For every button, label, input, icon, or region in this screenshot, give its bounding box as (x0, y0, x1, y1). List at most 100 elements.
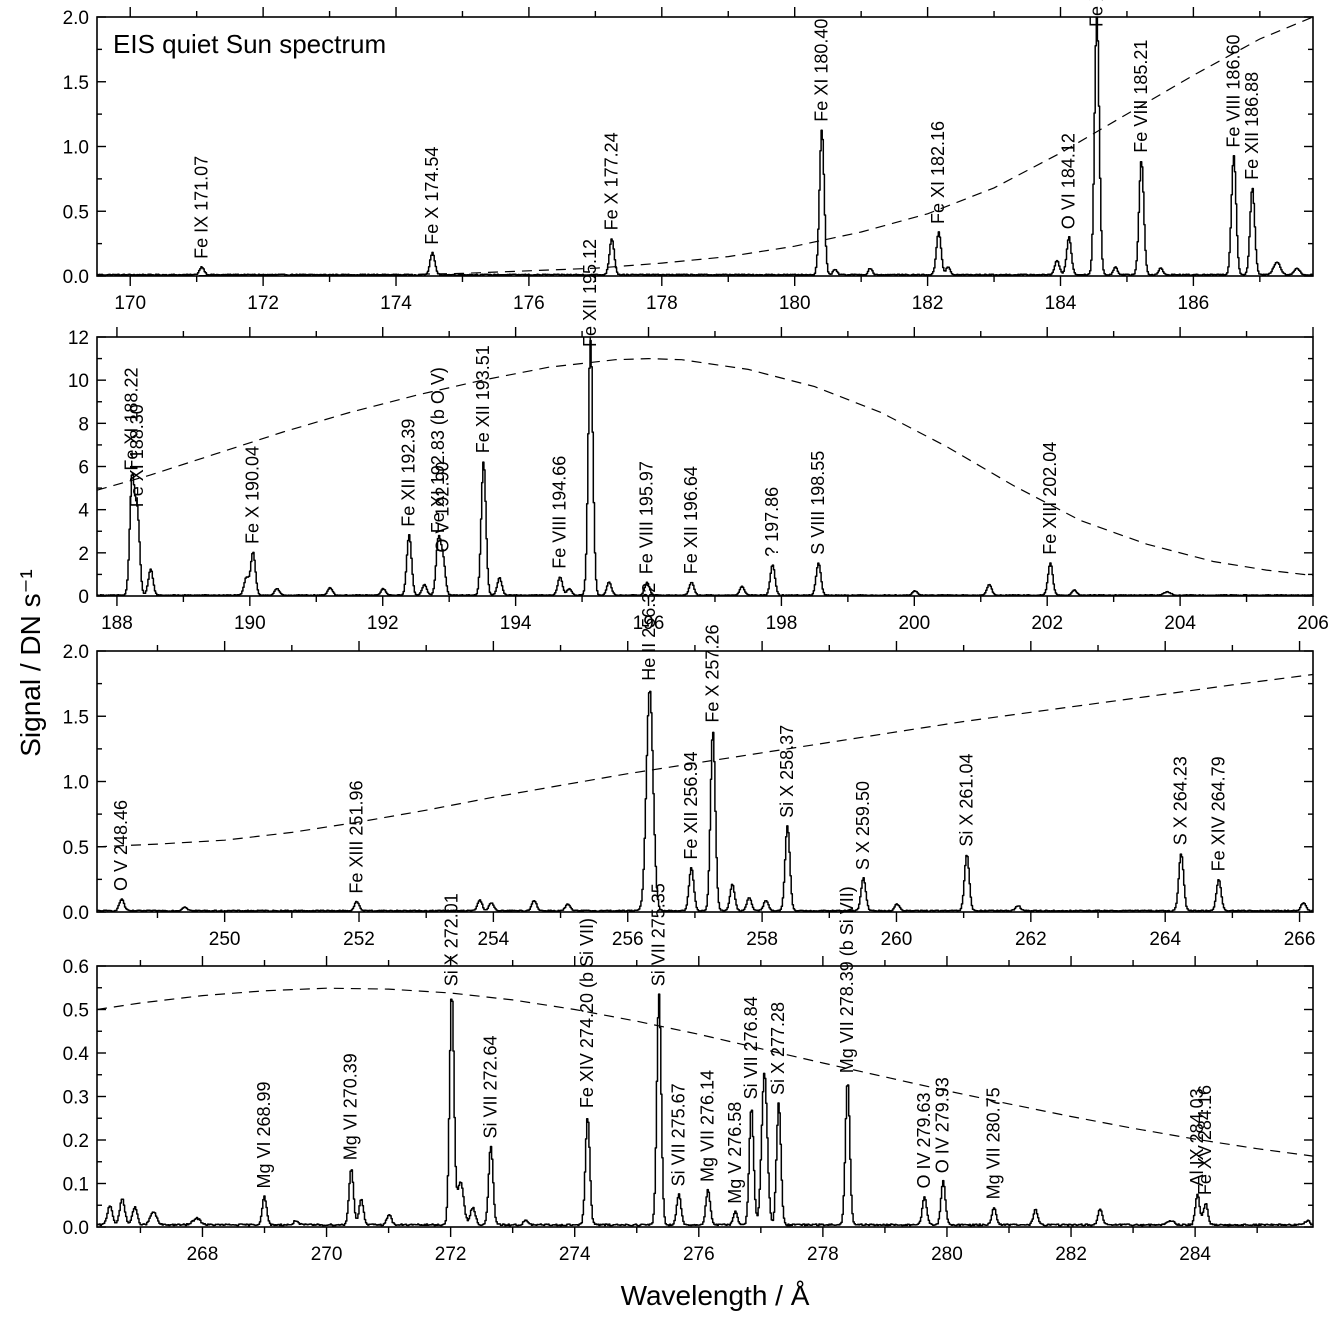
line-label: Si X 272.01 (441, 893, 461, 986)
line-label: Fe XV 284.16 (1195, 1085, 1215, 1195)
line-label: Fe XII 256.94 (681, 752, 701, 860)
line-label: S VIII 198.55 (808, 451, 828, 555)
x-tick-label: 196 (633, 613, 665, 634)
line-label: Fe XII 186.88 (1242, 72, 1262, 180)
y-tick-label: 0.5 (63, 838, 89, 859)
line-label: Mg V 276.58 (725, 1102, 745, 1204)
y-tick-label: 0.0 (63, 903, 89, 924)
line-label: O V 248.46 (111, 800, 131, 891)
x-tick-label: 180 (779, 293, 811, 314)
x-tick-label: 200 (898, 613, 930, 634)
line-label: Fe VIII 195.97 (637, 461, 657, 574)
panel-title: EIS quiet Sun spectrum (113, 29, 386, 59)
x-tick-label: 186 (1178, 293, 1210, 314)
sensitivity-curve (97, 17, 1313, 276)
line-label: Fe XIII 202.04 (1040, 442, 1060, 555)
x-tick-label: 190 (234, 613, 266, 634)
y-tick-label: 0.5 (63, 1001, 89, 1022)
line-label: Mg VII 276.14 (698, 1070, 718, 1182)
line-label: Mg VII 280.75 (984, 1087, 1004, 1199)
line-label: Fe XII 195.12 (580, 239, 600, 347)
line-label: O IV 279.93 (933, 1077, 953, 1173)
x-tick-label: 260 (881, 929, 913, 950)
panel-1: 0.0 0.5 1.0 1.5 2.0 170 172 174 176 178 180 182 184 1… (63, 0, 1314, 314)
x-tick-label: 178 (646, 293, 678, 314)
x-tick-label: 188 (101, 613, 133, 634)
y-tick-label: 0.6 (63, 957, 89, 978)
x-tick-label: 198 (766, 613, 798, 634)
x-tick-label: 280 (931, 1244, 963, 1265)
y-tick-label: 0.0 (63, 267, 89, 288)
line-label: Fe X 257.26 (702, 625, 722, 723)
panel-4: 0.0 0.1 0.2 0.3 0.4 0.5 0.6 268 270 272 274 276 278 2… (63, 883, 1314, 1265)
line-label: Si VII 275.67 (668, 1083, 688, 1186)
y-tick-label: 10 (68, 371, 89, 392)
spectrum-line (97, 993, 1313, 1227)
x-tick-label: 184 (1045, 293, 1077, 314)
x-tick-label: 274 (559, 1244, 591, 1265)
line-label: Fe VIII 186.60 (1223, 35, 1243, 148)
line-label: ? 197.86 (762, 487, 782, 557)
y-tick-label: 2.0 (63, 642, 89, 663)
spectrum-line (97, 339, 1313, 596)
panel-3: 0.0 0.5 1.0 1.5 2.0 250 252 254 256 258 260 262 264 2… (63, 583, 1316, 950)
line-label: Fe XIII 251.96 (346, 781, 366, 894)
line-label: Al IX 284.03 (1187, 1088, 1207, 1186)
line-label: Si X 261.04 (956, 754, 976, 847)
line-label: Si X 277.28 (768, 1002, 788, 1095)
x-axis-title: Wavelength / Å (621, 1280, 810, 1311)
x-tick-label: 202 (1031, 613, 1063, 634)
x-tick-label: 284 (1179, 1244, 1211, 1265)
y-axis-title: Signal / DN s⁻¹ (15, 569, 46, 757)
x-tick-label: 258 (746, 929, 778, 950)
spectrum-line (97, 690, 1313, 912)
x-tick-label: 174 (380, 293, 412, 314)
y-tick-label: 12 (68, 328, 89, 349)
line-label: Fe XIV 264.79 (1208, 756, 1228, 871)
line-label: Fe XII 196.64 (681, 466, 701, 574)
x-tick-label: 182 (912, 293, 944, 314)
x-tick-label: 278 (807, 1244, 839, 1265)
line-label: Fe XI 192.83 (b O V) (428, 367, 448, 533)
spectrum-panels: 0.0 0.5 1.0 1.5 2.0 170 172 174 176 178 180 182 184 1… (63, 0, 1329, 1265)
line-label: Fe XI 188.30 (127, 404, 147, 507)
y-tick-label: 0.3 (63, 1088, 89, 1109)
line-label: Fe XII 192.39 (399, 419, 419, 527)
x-tick-label: 172 (247, 293, 279, 314)
line-label: Mg VII 278.39 (b Si VII) (837, 886, 857, 1073)
line-label: Si VII 275.35 (649, 883, 669, 986)
x-tick-label: 266 (1284, 929, 1316, 950)
line-label: O V 192.90 (433, 462, 453, 553)
x-tick-label: 282 (1055, 1244, 1087, 1265)
x-tick-label: 204 (1164, 613, 1196, 634)
x-tick-label: 272 (435, 1244, 467, 1265)
x-tick-label: 270 (311, 1244, 343, 1265)
line-label: He II 256.32 (639, 583, 659, 681)
y-tick-label: 1.0 (63, 138, 89, 159)
y-tick-label: 6 (78, 458, 89, 479)
y-tick-label: 2 (78, 544, 89, 565)
y-tick-label: 4 (78, 501, 89, 522)
panel-2: 0 2 4 6 8 10 12 188 190 192 194 196 198 200 202 204 206 F… (68, 239, 1329, 634)
line-label: Si VII 276.84 (741, 996, 761, 1099)
line-label: S X 264.23 (1171, 756, 1191, 845)
x-tick-label: 254 (478, 929, 510, 950)
y-tick-label: 0.4 (63, 1044, 90, 1065)
line-label: Fe X 177.24 (601, 132, 621, 230)
x-tick-label: 250 (209, 929, 241, 950)
sensitivity-curve (97, 357, 1313, 577)
x-tick-label: 262 (1015, 929, 1047, 950)
sensitivity-curve (97, 987, 1313, 1157)
line-label: Fe VIII 185.21 (1131, 40, 1151, 153)
x-tick-label: 206 (1297, 613, 1329, 634)
panel-frame (96, 336, 1314, 597)
line-label: Fe XI 188.22 (122, 368, 142, 471)
line-label: Mg VI 270.39 (341, 1053, 361, 1160)
line-label: Fe VIII 194.66 (550, 456, 570, 569)
line-label: Fe X 184.54 (1086, 0, 1106, 27)
x-tick-label: 268 (187, 1244, 219, 1265)
y-tick-label: 1.5 (63, 73, 89, 94)
line-label: S X 259.50 (853, 781, 873, 870)
y-tick-label: 0.2 (63, 1131, 89, 1152)
